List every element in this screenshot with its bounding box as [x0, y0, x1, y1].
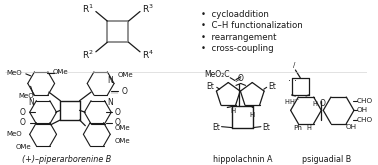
Text: MeO: MeO — [6, 70, 22, 76]
Text: O: O — [122, 87, 128, 96]
Text: OH: OH — [345, 124, 356, 130]
Text: O: O — [238, 74, 244, 82]
Text: MeO₂C: MeO₂C — [205, 70, 230, 79]
Text: H: H — [312, 101, 317, 107]
Text: H: H — [285, 99, 290, 105]
Text: MeO: MeO — [18, 93, 34, 99]
Text: Et: Et — [213, 123, 221, 132]
Text: O: O — [115, 108, 121, 117]
Text: •  cycloaddition: • cycloaddition — [201, 10, 269, 19]
Text: Et: Et — [206, 82, 214, 91]
Text: N: N — [28, 98, 34, 107]
Text: hippolachnin A: hippolachnin A — [213, 155, 273, 165]
Text: N: N — [107, 98, 113, 107]
Text: OH: OH — [357, 107, 368, 113]
Text: Ph: Ph — [293, 125, 302, 131]
Text: Et: Et — [268, 82, 276, 91]
Text: ...: ... — [288, 73, 297, 83]
Text: O: O — [319, 99, 325, 108]
Text: OMe: OMe — [115, 125, 131, 131]
Text: O: O — [20, 118, 26, 127]
Text: psiguadial B: psiguadial B — [302, 155, 351, 165]
Text: •  C–H functionalization: • C–H functionalization — [201, 21, 303, 30]
Text: OMe: OMe — [16, 144, 32, 150]
Text: OMe: OMe — [53, 69, 68, 75]
Text: MeO: MeO — [6, 131, 22, 137]
Text: OMe: OMe — [118, 72, 133, 78]
Text: R$^4$: R$^4$ — [142, 49, 154, 61]
Text: H$^{\cdots}$: H$^{\cdots}$ — [289, 97, 300, 106]
Text: R$^2$: R$^2$ — [82, 49, 94, 61]
Text: R$^3$: R$^3$ — [142, 2, 154, 15]
Text: •  cross-coupling: • cross-coupling — [201, 44, 274, 53]
Text: CHO: CHO — [357, 98, 373, 104]
Text: R$^1$: R$^1$ — [82, 2, 94, 15]
Text: O: O — [115, 118, 121, 127]
Text: Et: Et — [262, 123, 270, 132]
Text: (+)–piperarborenine B: (+)–piperarborenine B — [22, 155, 112, 165]
Text: OMe: OMe — [115, 138, 131, 144]
Text: H: H — [307, 125, 312, 131]
Text: •  rearrangement: • rearrangement — [201, 33, 277, 42]
Text: /: / — [293, 62, 296, 68]
Text: N: N — [107, 76, 113, 85]
Text: H: H — [231, 108, 236, 114]
Text: H: H — [249, 112, 255, 118]
Text: O: O — [20, 108, 26, 117]
Text: CHO: CHO — [357, 117, 373, 123]
